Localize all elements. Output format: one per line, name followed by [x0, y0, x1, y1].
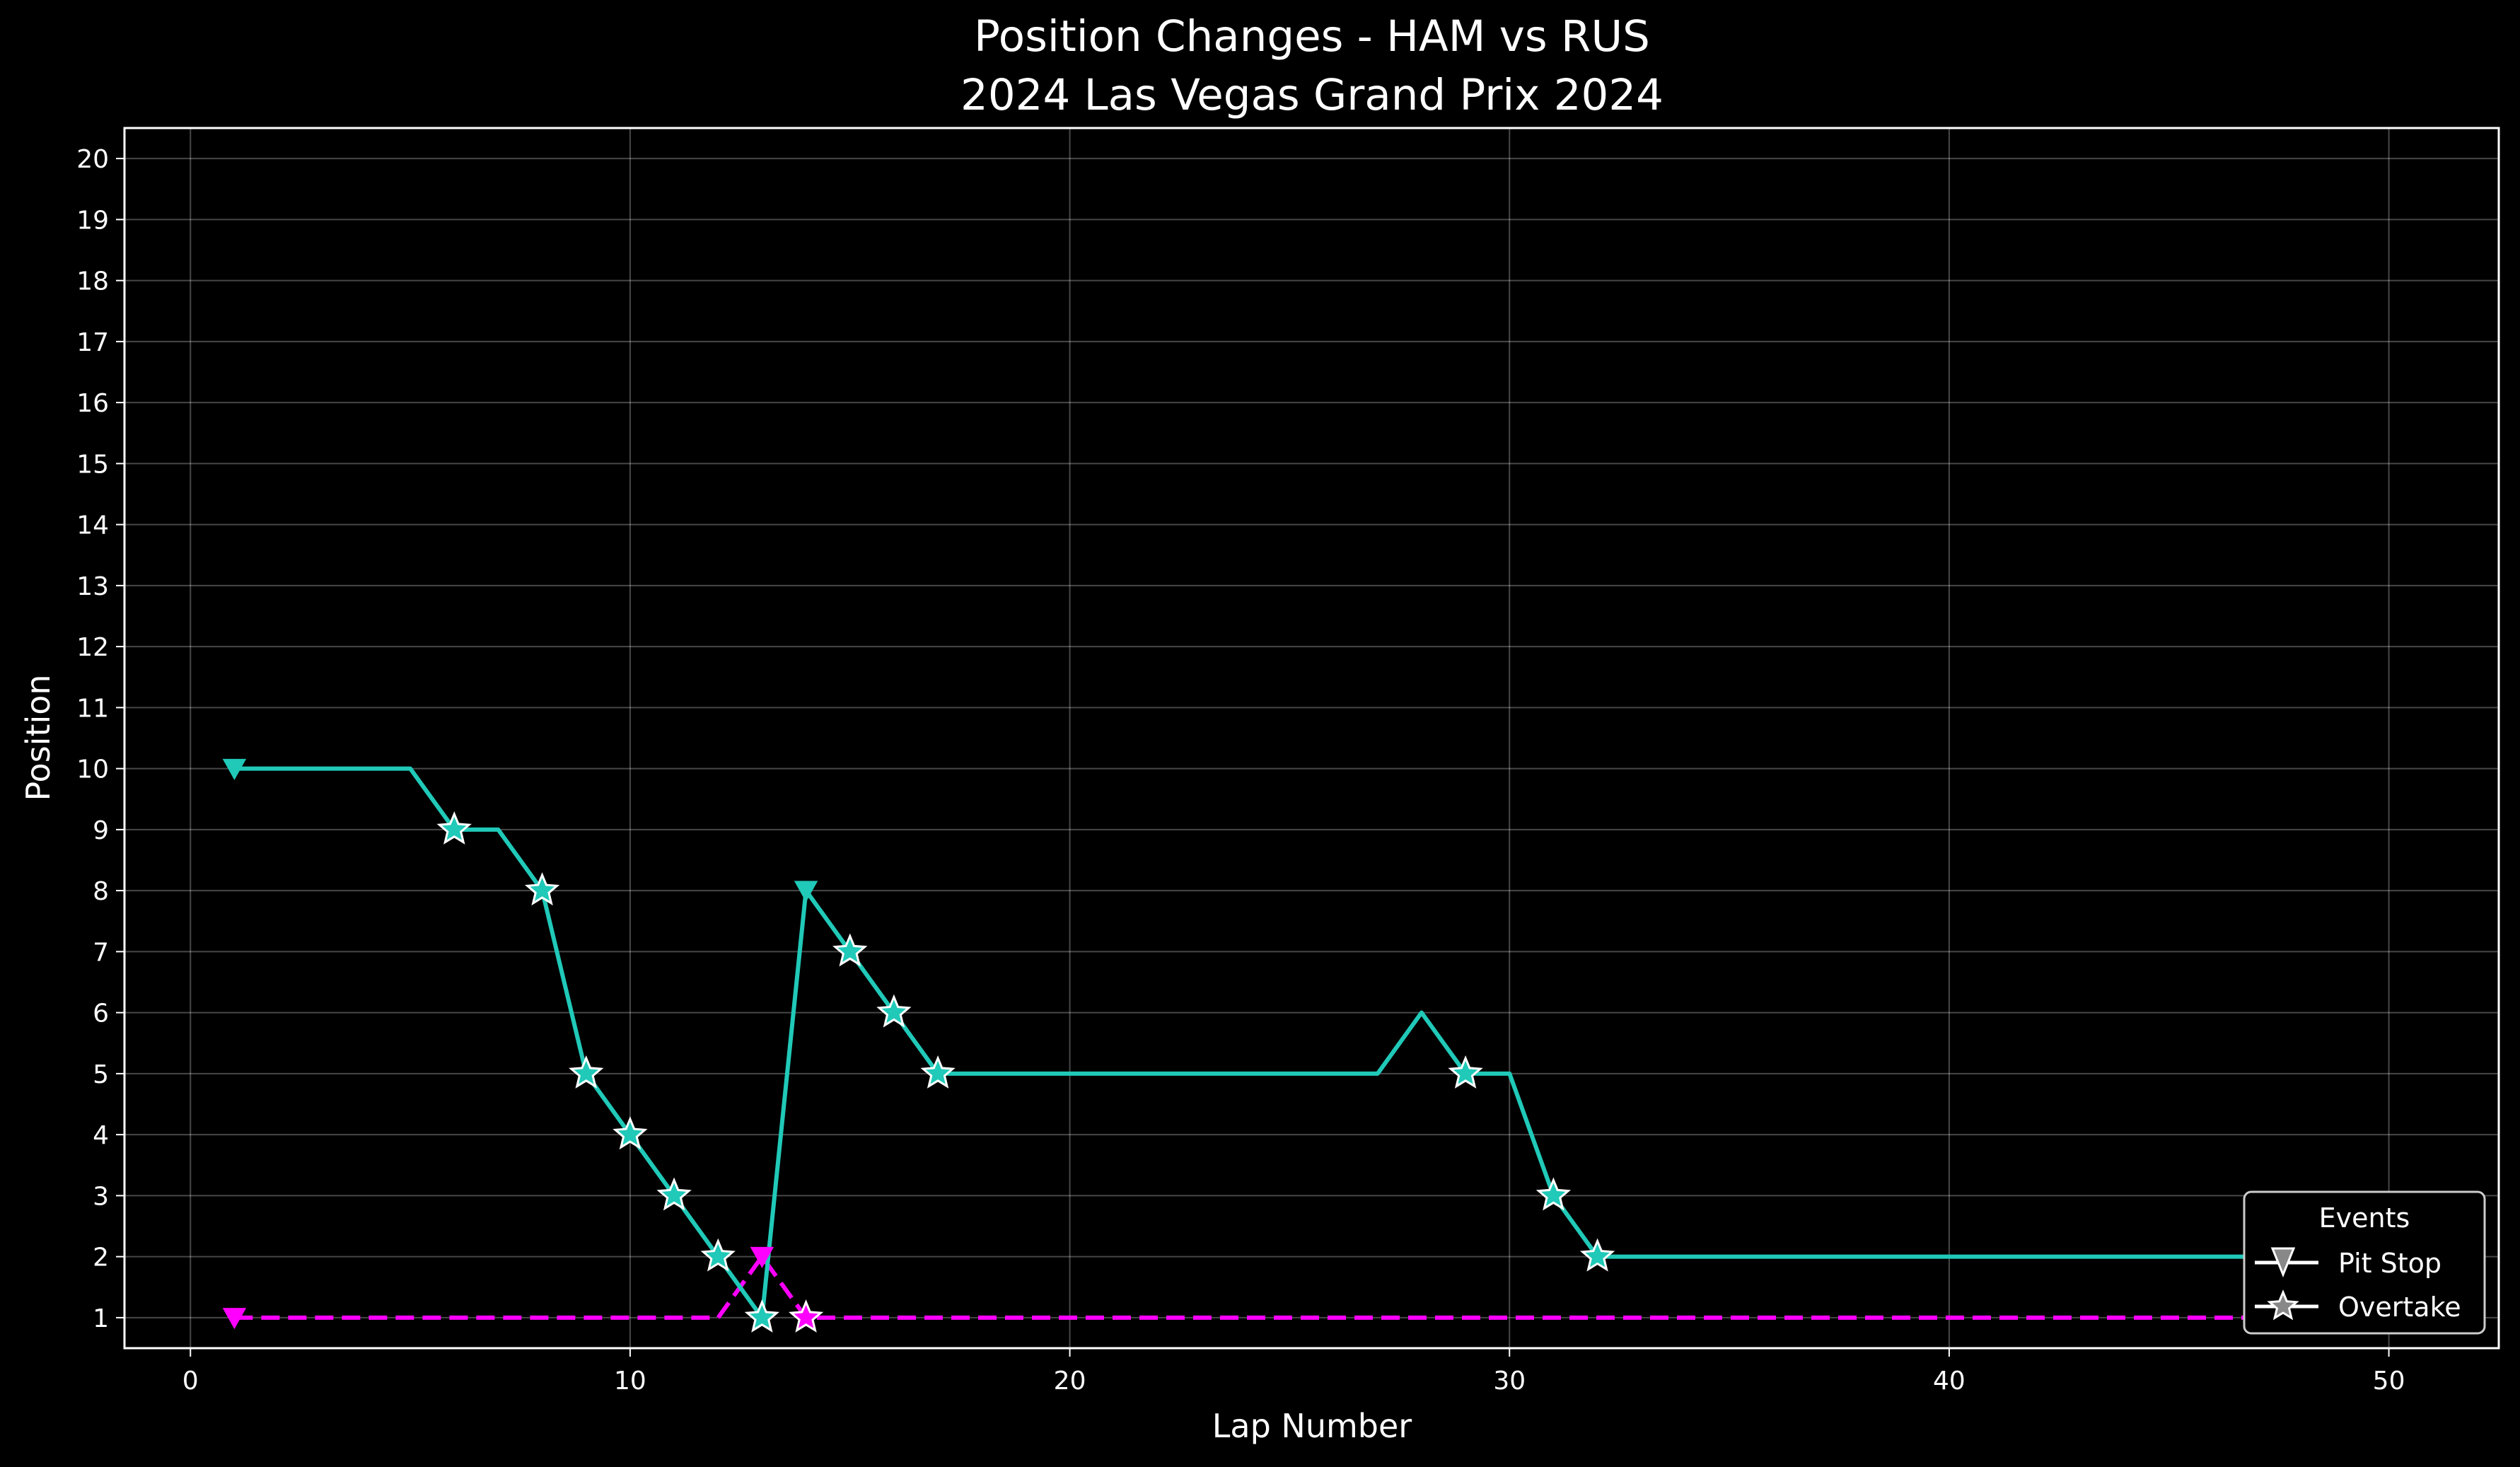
overtake-marker	[656, 1177, 692, 1211]
y-tick-label: 16	[76, 389, 109, 418]
y-tick-label: 18	[76, 267, 109, 296]
x-axis-label: Lap Number	[1212, 1407, 1412, 1445]
pit-stop-marker	[222, 758, 247, 780]
overtake-marker	[569, 1055, 604, 1089]
y-tick-label: 1	[93, 1304, 109, 1333]
overtake-marker	[1448, 1055, 1483, 1089]
pit-stop-marker	[222, 1308, 247, 1330]
axis-ticks: 0 10 20 30 40 5012345678910111213141516171819…	[76, 145, 2405, 1396]
x-tick-label: 30	[1493, 1367, 1526, 1396]
overtake-marker	[524, 872, 560, 906]
event-markers	[222, 758, 1615, 1333]
y-axis-label: Position	[19, 674, 57, 801]
overtake-marker	[436, 811, 472, 845]
legend-box	[2243, 1190, 2486, 1335]
legend: Events Pit Stop Overtake	[2243, 1190, 2486, 1335]
x-tick-label: 20	[1054, 1367, 1086, 1396]
chart-title-line1: Position Changes - HAM vs RUS	[974, 11, 1650, 62]
y-tick-label: 2	[93, 1243, 109, 1272]
plot-area-frame	[123, 127, 2500, 1350]
overtake-marker	[1535, 1177, 1572, 1211]
overtake-marker	[700, 1238, 736, 1272]
y-tick-label: 10	[76, 755, 109, 784]
y-tick-label: 7	[93, 938, 109, 967]
x-tick-label: 10	[614, 1367, 646, 1396]
legend-overtake-label: Overtake	[2338, 1292, 2461, 1323]
overtake-marker	[876, 994, 912, 1028]
overtake-marker	[920, 1055, 956, 1089]
y-tick-label: 8	[93, 877, 109, 906]
legend-title: Events	[2319, 1202, 2410, 1234]
y-tick-label: 15	[76, 450, 109, 479]
overtake-marker	[832, 933, 868, 967]
y-tick-label: 20	[76, 145, 109, 174]
overtake-marker	[1579, 1238, 1615, 1272]
pit-stop-marker	[794, 881, 818, 903]
y-tick-label: 6	[93, 999, 109, 1028]
y-tick-label: 19	[76, 206, 109, 235]
overtake-marker	[788, 1299, 824, 1333]
y-tick-label: 5	[93, 1060, 109, 1089]
overtake-marker	[612, 1116, 648, 1150]
y-tick-label: 17	[76, 328, 109, 357]
y-tick-label: 14	[76, 511, 109, 540]
overtake-marker	[744, 1299, 780, 1333]
x-tick-label: 50	[2373, 1367, 2405, 1396]
legend-pit-stop-label: Pit Stop	[2338, 1248, 2441, 1279]
y-tick-label: 12	[76, 633, 109, 662]
series-line-0	[234, 1254, 2389, 1320]
x-tick-label: 40	[1933, 1367, 1966, 1396]
legend-pit-stop-marker	[2270, 1247, 2296, 1277]
y-tick-label: 11	[76, 694, 109, 723]
x-tick-label: 0	[182, 1367, 199, 1396]
pit-stop-marker	[750, 1246, 774, 1268]
legend-overtake-marker	[2267, 1289, 2299, 1321]
chart-title-line2: 2024 Las Vegas Grand Prix 2024	[960, 70, 1663, 120]
y-tick-label: 3	[93, 1182, 109, 1211]
y-tick-label: 9	[93, 816, 109, 845]
y-tick-label: 4	[93, 1121, 109, 1150]
y-tick-label: 13	[76, 572, 109, 601]
